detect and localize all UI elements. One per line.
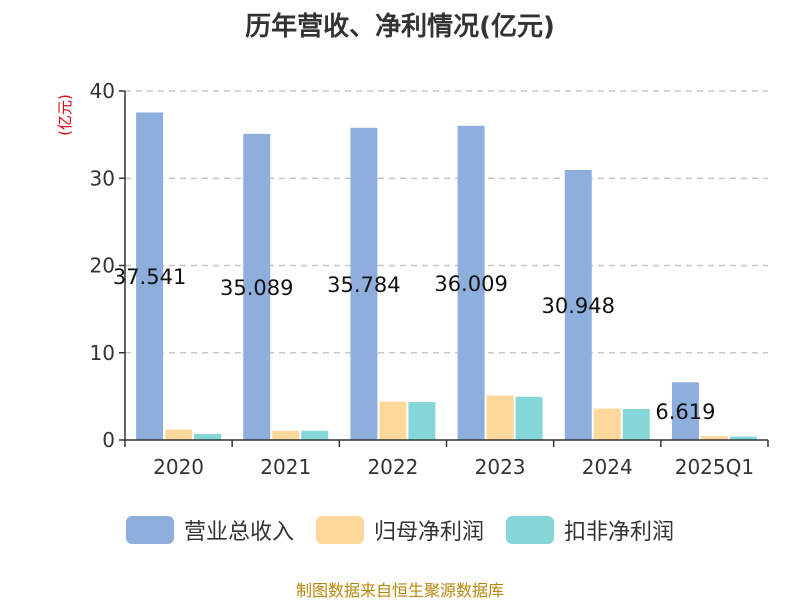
legend-label: 扣非净利润 — [564, 520, 675, 545]
data-label: 37.541 — [113, 265, 186, 289]
legend-swatch — [125, 516, 174, 544]
y-tick-label: 20 — [90, 254, 115, 278]
bar — [457, 125, 485, 440]
bar — [486, 395, 514, 440]
y-tick-label: 30 — [90, 166, 115, 190]
data-label: 30.948 — [542, 294, 615, 318]
data-label: 36.009 — [434, 272, 507, 296]
bar — [729, 436, 757, 440]
x-tick-label: 2025Q1 — [675, 455, 754, 479]
legend-label: 归母净利润 — [373, 520, 484, 545]
bar — [301, 430, 329, 440]
y-tick-label: 10 — [90, 341, 115, 365]
bar — [194, 433, 222, 440]
bar — [671, 382, 699, 440]
bar — [379, 401, 407, 440]
x-tick-label: 2022 — [367, 455, 418, 479]
data-labels: 37.541 35.089 35.784 36.009 30.948 6.619 — [113, 265, 716, 424]
y-tick-label: 0 — [102, 428, 115, 452]
data-label: 35.089 — [220, 276, 293, 300]
y-tick-label: 40 — [90, 79, 115, 103]
bar — [243, 133, 271, 440]
bar — [408, 402, 436, 440]
bar — [272, 430, 300, 440]
legend-item[interactable]: 营业总收入 — [125, 514, 294, 546]
x-tick-label: 2023 — [475, 455, 526, 479]
bar — [515, 396, 543, 440]
data-label: 6.619 — [655, 400, 715, 424]
bar — [165, 429, 193, 440]
bar — [622, 409, 650, 440]
legend: 营业总收入 归母净利润 扣非净利润 — [0, 514, 800, 546]
x-tick-label: 2020 — [153, 455, 204, 479]
gridlines — [125, 90, 768, 354]
legend-item[interactable]: 归母净利润 — [315, 514, 484, 546]
bar — [593, 408, 621, 440]
legend-swatch — [315, 516, 364, 544]
y-axis-title: (亿元) — [56, 94, 74, 136]
legend-swatch — [506, 516, 554, 544]
x-tick-label: 2024 — [582, 455, 633, 479]
bar — [136, 112, 164, 440]
legend-item[interactable]: 扣非净利润 — [506, 514, 674, 546]
chart-title: 历年营收、净利情况(亿元) — [245, 12, 555, 42]
axes: 0 10 20 30 40 (亿元) 2020 2021 2022 2023 2024 2025Q1 — [56, 79, 769, 479]
legend-label: 营业总收入 — [183, 520, 294, 545]
bars — [136, 112, 757, 440]
bar — [350, 127, 378, 440]
data-label: 35.784 — [327, 273, 400, 297]
bar — [700, 436, 728, 440]
bar — [564, 169, 592, 440]
source-note: 制图数据来自恒生聚源数据库 — [295, 581, 504, 600]
x-tick-label: 2021 — [260, 455, 311, 479]
